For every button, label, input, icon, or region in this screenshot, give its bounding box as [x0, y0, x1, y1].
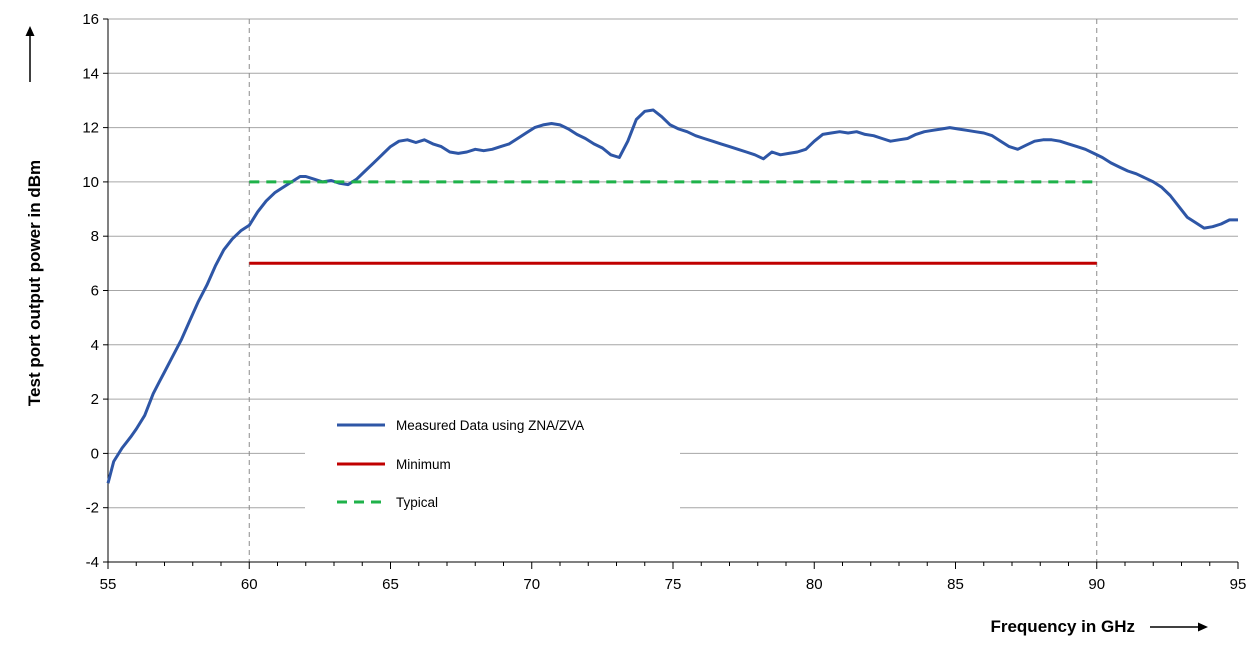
y-tick-label: 10	[82, 174, 99, 191]
y-tick-label: 4	[91, 337, 99, 354]
legend-label-measured: Measured Data using ZNA/ZVA	[396, 418, 584, 433]
y-tick-label: 16	[82, 11, 99, 28]
x-axis-arrow	[1150, 623, 1208, 632]
y-tick-label: -4	[86, 554, 99, 571]
y-tick-label: 0	[91, 445, 99, 462]
x-tick-label: 55	[100, 576, 117, 593]
y-tick-label: 6	[91, 283, 99, 300]
legend-label-minimum: Minimum	[396, 457, 451, 472]
legend: Measured Data using ZNA/ZVA Minimum Typi…	[305, 405, 680, 517]
x-tick-label: 65	[382, 576, 399, 593]
x-axis-title: Frequency in GHz	[990, 617, 1135, 636]
y-tick-label: 8	[91, 228, 99, 245]
y-axis-title: Test port output power in dBm	[25, 160, 44, 406]
y-axis-arrow	[26, 26, 35, 82]
x-tick-label: 70	[523, 576, 540, 593]
y-tick-label: 2	[91, 391, 99, 408]
x-tick-label: 80	[806, 576, 823, 593]
x-tick-label: 85	[947, 576, 964, 593]
x-tick-label: 60	[241, 576, 258, 593]
x-tick-label: 90	[1088, 576, 1105, 593]
x-tick-label: 95	[1230, 576, 1247, 593]
y-tick-label: 12	[82, 120, 99, 137]
x-tick-label: 75	[665, 576, 682, 593]
y-tick-label: 14	[82, 65, 99, 82]
legend-label-typical: Typical	[396, 495, 438, 510]
y-tick-label: -2	[86, 500, 99, 517]
